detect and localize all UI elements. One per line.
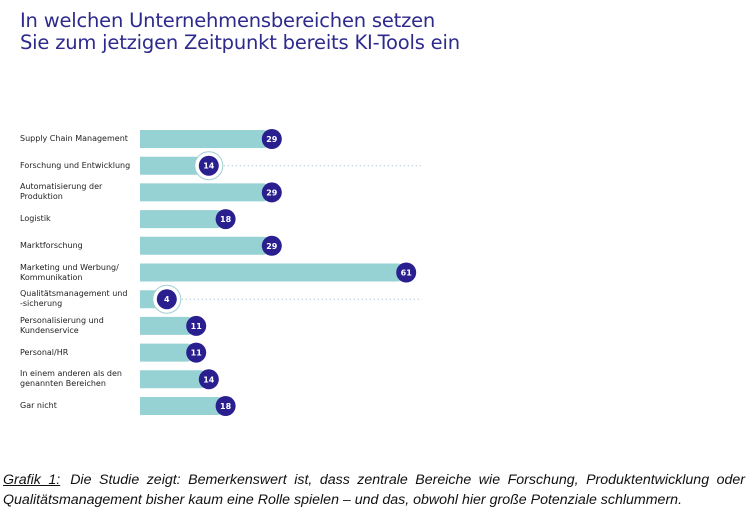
- category-label-line: Forschung und Entwicklung: [20, 160, 131, 170]
- bar: [140, 183, 272, 202]
- value-badge: [156, 289, 177, 310]
- category-label-line: Kundenservice: [20, 325, 79, 335]
- data-label: 29: [266, 188, 278, 197]
- category-label-line: Marketing und Werbung/: [20, 262, 119, 272]
- category-label: Marketing und Werbung/Kommunikation: [20, 263, 119, 283]
- category-label: Automatisierung der Produktion: [20, 182, 102, 202]
- value-badge: [261, 235, 282, 256]
- value-badge: [198, 155, 219, 176]
- value-badge: [186, 342, 207, 363]
- figure-caption: Grafik 1: Die Studie zeigt: Bemerkenswert…: [3, 470, 745, 510]
- category-label: Forschung und Entwicklung: [20, 161, 130, 171]
- chart-title-line: In welchen Unternehmensbereichen setzen: [20, 9, 436, 32]
- category-label-line: In einem anderen als den: [20, 369, 122, 379]
- value-badge: [396, 262, 417, 283]
- value-badge: [198, 369, 219, 390]
- bar: [140, 370, 209, 389]
- bar: [140, 130, 272, 148]
- data-label: 29: [266, 242, 278, 251]
- chart-title: In welchen Unternehmensbereichen setzen …: [20, 10, 460, 54]
- category-label: Marktforschung: [20, 241, 83, 251]
- caption-label: Grafik 1:: [3, 472, 61, 488]
- data-label: 18: [220, 402, 232, 411]
- bar: [140, 316, 197, 335]
- value-badge: [261, 182, 282, 203]
- category-label-line: Qualitätsmanagement und: [20, 289, 128, 299]
- bar: [140, 397, 226, 415]
- bar: [140, 156, 209, 175]
- category-label: Personalisierung und Kundenservice: [20, 316, 104, 336]
- data-label: 11: [191, 349, 203, 358]
- data-label: 14: [203, 162, 215, 171]
- value-badge: [261, 129, 282, 149]
- category-label: Gar nicht: [20, 401, 57, 411]
- category-label: In einem anderen als den genannten Bereic…: [20, 369, 122, 389]
- chart-title-line: Sie zum jetzigen Zeitpunkt bereits KI-To…: [20, 31, 460, 54]
- category-label: Personal/HR: [20, 348, 68, 358]
- value-badge: [215, 209, 236, 230]
- category-label-line: Personal/HR: [20, 347, 69, 357]
- category-label-line: Supply Chain Management: [20, 134, 128, 143]
- data-label: 18: [220, 215, 232, 224]
- bar: [140, 236, 272, 255]
- data-label: 14: [203, 375, 215, 384]
- category-label: Supply Chain Management: [20, 134, 128, 144]
- category-label-line: Gar nicht: [20, 401, 57, 410]
- data-label: 29: [266, 135, 278, 144]
- bar: [140, 210, 226, 229]
- category-label: Qualitätsmanagement und -sicherung: [20, 289, 127, 309]
- data-label: 11: [191, 322, 203, 331]
- category-label-line: Marktforschung: [20, 240, 83, 250]
- category-label-line: Automatisierung der: [20, 182, 103, 192]
- category-label-line: genannten Bereichen: [20, 379, 106, 389]
- category-label: Logistik: [20, 214, 51, 224]
- data-label: 4: [164, 295, 170, 304]
- bar-chart: 29 14 29 18 29 61 4 11 11 14 18: [140, 129, 422, 416]
- category-label-line: Produktion: [20, 192, 63, 202]
- category-label-line: Kommunikation: [20, 272, 83, 282]
- caption-text: Die Studie zeigt: Bemerkenswert ist, das…: [3, 472, 745, 508]
- category-label-line: Personalisierung und: [20, 315, 104, 325]
- bar: [140, 343, 197, 362]
- value-badge: [215, 396, 236, 416]
- category-label-line: -sicherung: [20, 299, 63, 309]
- value-badge: [186, 315, 207, 336]
- bar: [140, 263, 407, 282]
- category-label-line: Logistik: [20, 214, 51, 224]
- data-label: 61: [401, 269, 413, 278]
